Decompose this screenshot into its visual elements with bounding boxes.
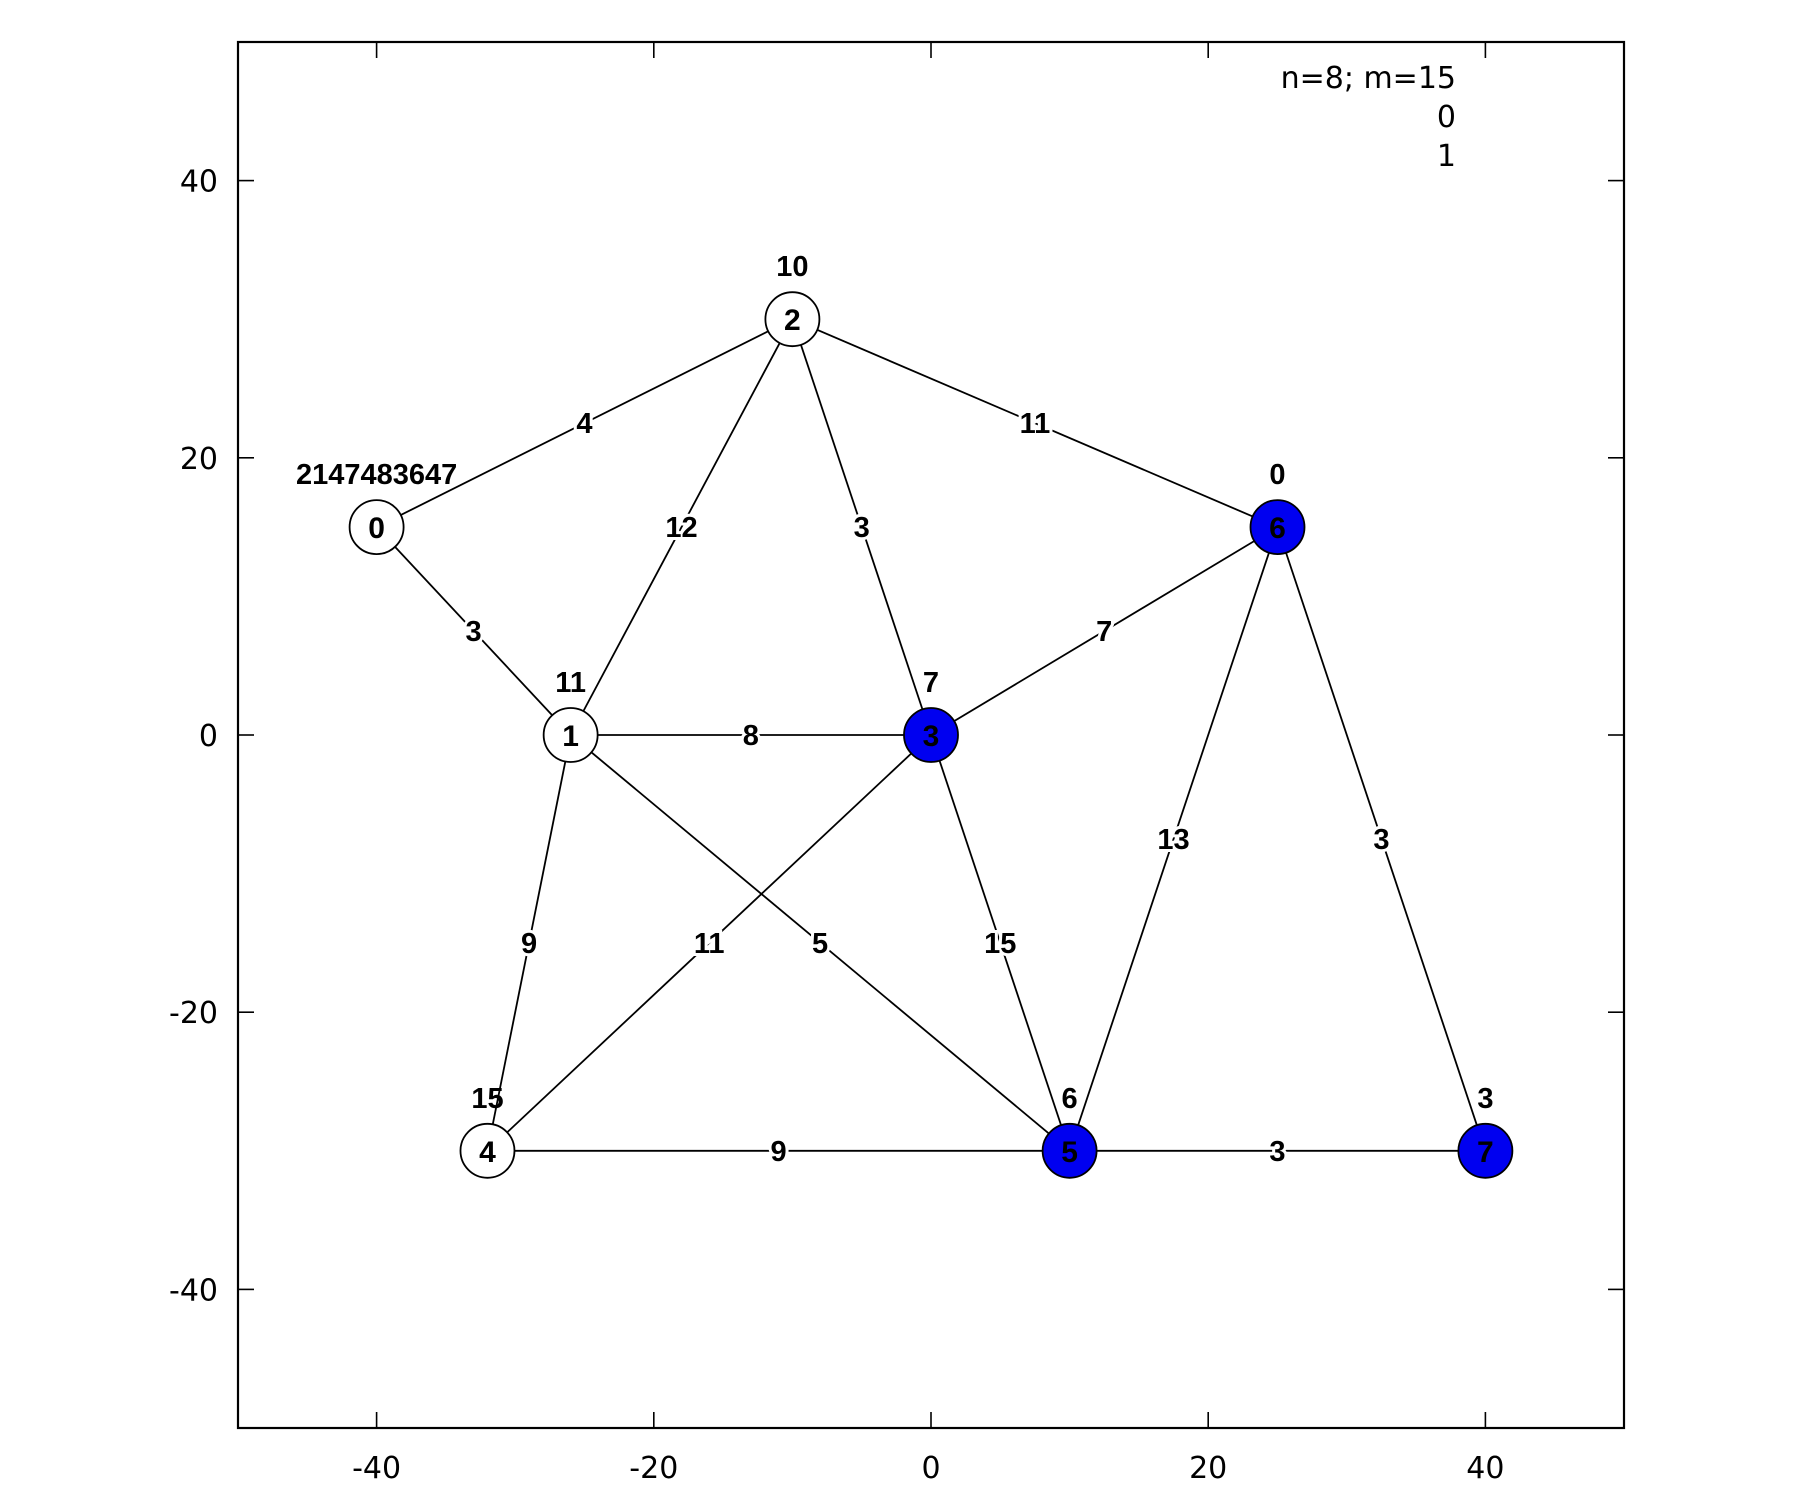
edge-weight-label: 15 <box>984 928 1016 960</box>
node-1-distance: 11 <box>555 667 586 699</box>
node-0-circle <box>348 499 405 555</box>
edge-weight-label: 11 <box>1020 408 1051 440</box>
edge-2-3 <box>791 318 932 736</box>
x-tick-label: 0 <box>921 1451 940 1486</box>
legend-line-1: 1 <box>1437 139 1456 174</box>
node-6-circle <box>1249 499 1306 555</box>
edge-6-7 <box>1276 526 1487 1152</box>
edge-3-4 <box>486 734 932 1152</box>
node-2-distance: 10 <box>776 251 808 283</box>
node-0-distance: 2147483647 <box>296 459 457 491</box>
edge-0-1 <box>375 526 572 736</box>
edge-weight-label: 12 <box>665 512 697 544</box>
legend-line-0: 0 <box>1437 100 1456 135</box>
x-tick-label: 20 <box>1189 1451 1227 1486</box>
node-5-distance: 6 <box>1062 1083 1078 1115</box>
node-6-label: 6 <box>1269 512 1286 545</box>
edge-weight-label: 3 <box>854 512 870 544</box>
edge-weight-label: 9 <box>521 928 537 960</box>
node-7-circle <box>1457 1122 1514 1179</box>
x-tick-label: -20 <box>629 1451 678 1486</box>
edge-0-2 <box>376 318 793 528</box>
edge-weight-label: 8 <box>743 720 759 752</box>
edge-weight-label: 9 <box>770 1136 786 1168</box>
edge-weight-label: 11 <box>694 928 725 960</box>
edge-5-6 <box>1068 526 1279 1152</box>
legend-line-summary: n=8; m=15 <box>1281 61 1456 96</box>
y-tick-label: -20 <box>169 996 218 1031</box>
node-3-distance: 7 <box>923 667 939 699</box>
node-3-label: 3 <box>923 720 940 753</box>
edge-1-2 <box>569 318 794 736</box>
node-2-label: 2 <box>784 304 801 337</box>
node-1-circle <box>542 707 599 763</box>
edges-layer <box>375 318 1487 1152</box>
y-tick-label: -40 <box>169 1273 218 1308</box>
edge-weight-label: 3 <box>1373 824 1389 856</box>
y-tick-label: 40 <box>180 165 218 200</box>
node-3-circle <box>903 707 959 763</box>
edge-2-6 <box>792 318 1278 528</box>
node-5-circle <box>1041 1122 1098 1179</box>
y-tick-label: 0 <box>199 719 218 754</box>
x-tick-label: 40 <box>1466 1451 1504 1486</box>
node-2-circle <box>764 291 821 348</box>
edge-weight-label: 3 <box>466 616 482 648</box>
node-7-distance: 3 <box>1477 1083 1493 1115</box>
node-0-label: 0 <box>368 512 385 545</box>
edge-weight-label: 4 <box>576 408 592 440</box>
legend: n=8; m=15 0 1 <box>1281 61 1456 174</box>
edge-weight-label: 5 <box>812 928 828 960</box>
edge-3-5 <box>930 734 1071 1152</box>
x-tick-label: -40 <box>352 1451 401 1486</box>
edge-weight-label: 7 <box>1096 616 1112 648</box>
node-5-label: 5 <box>1061 1136 1078 1169</box>
y-tick-label: 20 <box>180 442 218 477</box>
edge-weight-label: 13 <box>1157 824 1189 856</box>
node-4-label: 4 <box>479 1136 496 1169</box>
node-4-circle <box>459 1122 516 1179</box>
node-4-distance: 15 <box>471 1083 503 1115</box>
node-7-label: 7 <box>1477 1136 1494 1169</box>
node-1-label: 1 <box>562 720 579 753</box>
edge-3-6 <box>930 526 1278 736</box>
edge-1-4 <box>486 734 572 1151</box>
edge-1-5 <box>570 734 1071 1152</box>
node-6-distance: 0 <box>1269 459 1285 491</box>
edge-weight-label: 3 <box>1269 1136 1285 1168</box>
